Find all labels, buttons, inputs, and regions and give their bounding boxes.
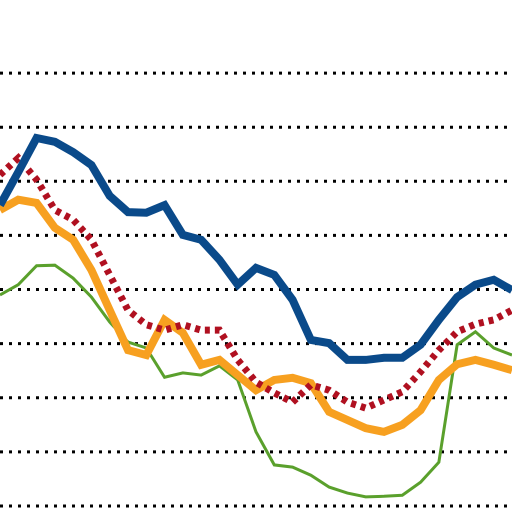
series-line [0,133,512,364]
series-line [0,152,512,412]
series-line [0,263,512,499]
series-line [0,195,512,437]
